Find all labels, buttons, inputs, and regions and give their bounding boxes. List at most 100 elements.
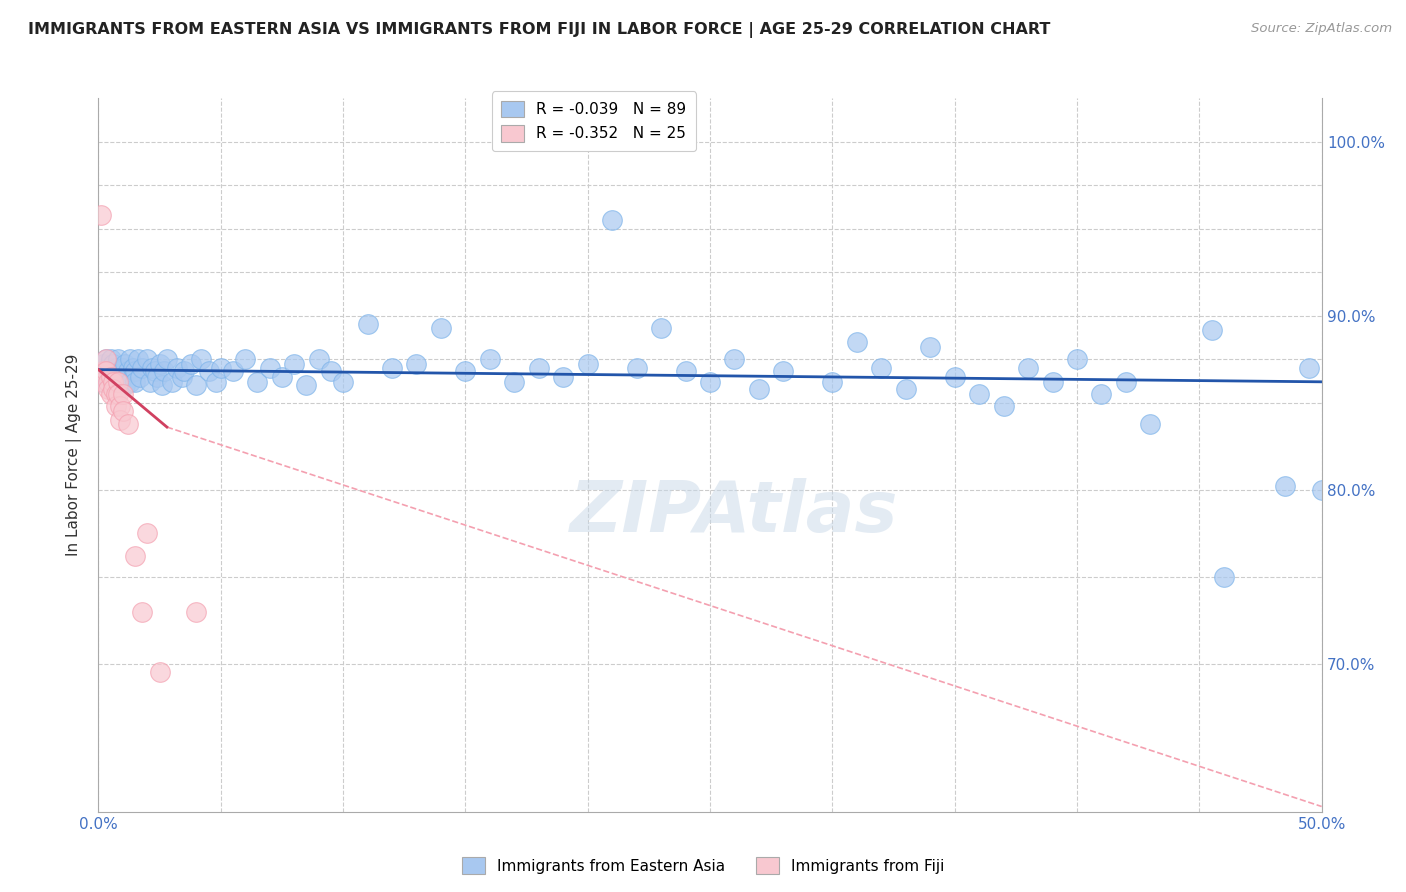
Point [120,375,142,389]
Point [101,375,124,389]
Point [120,352,142,367]
Point [117,417,139,431]
Point [100,352,122,367]
Point [308,352,330,367]
Point [100,369,122,384]
Point [205,375,228,389]
Point [173,364,195,378]
Point [131,360,153,375]
Text: IMMIGRANTS FROM EASTERN ASIA VS IMMIGRANTS FROM FIJI IN LABOR FORCE | AGE 25-29 : IMMIGRANTS FROM EASTERN ASIA VS IMMIGRAN… [28,22,1050,38]
Point [845,334,868,349]
Point [124,549,146,563]
Point [94,364,117,378]
Point [295,378,318,392]
Point [141,360,163,375]
Point [150,378,173,392]
Point [1017,360,1039,375]
Point [527,360,550,375]
Point [107,352,129,367]
Point [91,364,114,378]
Point [114,378,136,392]
Point [101,382,124,396]
Point [186,605,208,619]
Point [94,352,117,367]
Point [94,364,117,378]
Point [650,321,672,335]
Point [110,399,132,413]
Point [748,382,770,396]
Point [576,358,599,372]
Point [104,369,127,384]
Point [430,321,453,335]
Point [156,352,179,367]
Point [94,352,117,367]
Point [124,375,146,389]
Point [90,208,112,222]
Point [553,369,575,384]
Point [107,387,129,401]
Point [1310,483,1333,497]
Point [405,358,427,372]
Point [1212,570,1234,584]
Point [107,375,129,389]
Point [160,375,183,389]
Point [136,352,159,367]
Point [114,358,136,372]
Point [111,360,134,375]
Point [478,352,501,367]
Point [772,364,794,378]
Point [97,375,120,389]
Point [209,360,232,375]
Point [153,364,176,378]
Point [136,526,159,541]
Point [101,375,124,389]
Point [110,413,132,427]
Point [129,369,152,384]
Point [111,387,134,401]
Text: ZIPAtlas: ZIPAtlas [571,477,898,547]
Point [1090,387,1112,401]
Point [1115,375,1137,389]
Text: Source: ZipAtlas.com: Source: ZipAtlas.com [1251,22,1392,36]
Point [91,375,114,389]
Point [104,399,127,413]
Point [1139,417,1161,431]
Point [117,364,139,378]
Legend: Immigrants from Eastern Asia, Immigrants from Fiji: Immigrants from Eastern Asia, Immigrants… [456,851,950,880]
Point [222,364,245,378]
Point [319,364,342,378]
Point [121,360,143,375]
Point [1201,323,1223,337]
Point [170,369,193,384]
Point [821,375,844,389]
Point [283,358,305,372]
Point [146,369,169,384]
Point [870,360,893,375]
Point [104,387,127,401]
Point [149,358,172,372]
Point [97,360,120,375]
Point [91,358,114,372]
Point [993,399,1015,413]
Point [626,360,648,375]
Point [699,375,721,389]
Legend: R = -0.039   N = 89, R = -0.352   N = 25: R = -0.039 N = 89, R = -0.352 N = 25 [492,92,696,151]
Point [246,375,269,389]
Point [127,352,149,367]
Point [97,369,120,384]
Point [723,352,745,367]
Point [259,360,281,375]
Point [1066,352,1088,367]
Point [894,382,917,396]
Point [97,382,120,396]
Point [186,378,208,392]
Y-axis label: In Labor Force | Age 25-29: In Labor Force | Age 25-29 [66,354,82,556]
Point [454,364,477,378]
Point [967,387,990,401]
Point [600,213,623,227]
Point [180,358,202,372]
Point [503,375,526,389]
Point [110,364,132,378]
Point [100,364,122,378]
Point [131,605,153,619]
